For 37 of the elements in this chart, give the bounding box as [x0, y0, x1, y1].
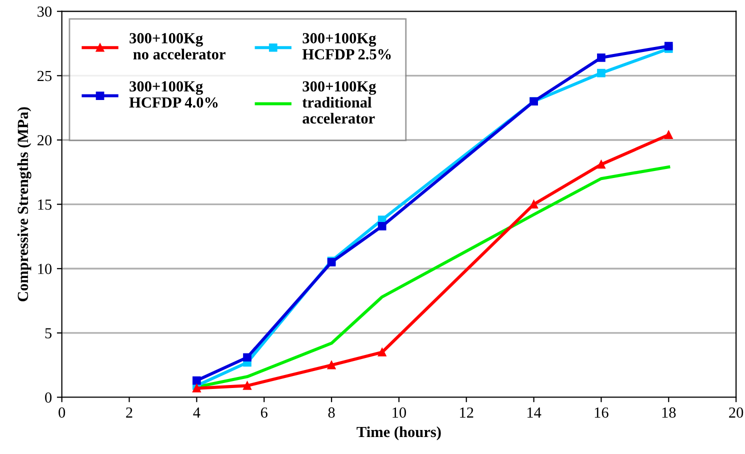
point — [243, 353, 252, 362]
point — [243, 382, 252, 390]
x-tick-label: 14 — [528, 407, 542, 418]
x-tick-label: 4 — [193, 408, 200, 418]
x-tick-label: 18 — [662, 407, 676, 418]
y-tick-label: 10 — [38, 264, 52, 274]
x-tick-label: 10 — [392, 407, 406, 418]
point — [597, 53, 606, 62]
y-tick-label: 30 — [38, 6, 52, 17]
x-tick-label: 12 — [460, 407, 474, 418]
point — [378, 348, 386, 356]
point — [597, 160, 606, 169]
point — [530, 200, 538, 208]
legend-label: 300+100Kg HCFDP 4.0% — [129, 81, 218, 108]
x-tick-label: 6 — [260, 407, 268, 418]
legend-label: 300+100Kg traditional accelerator — [302, 81, 376, 124]
y-tick-label: 0 — [45, 392, 52, 403]
x-tick-label: 8 — [328, 407, 335, 418]
x-tick-label: 20 — [729, 407, 744, 418]
y-tick-label: 25 — [38, 70, 52, 82]
x-axis-title: Time (hours) — [356, 426, 441, 440]
y-tick-label: 20 — [38, 135, 52, 146]
x-tick-label: 16 — [594, 407, 608, 418]
point — [378, 222, 386, 230]
point — [597, 68, 606, 78]
point — [327, 360, 336, 370]
legend-label: 300+100Kg no accelerator — [130, 33, 226, 60]
y-tick-label: 15 — [38, 200, 52, 210]
point — [664, 42, 673, 50]
x-tick-label: 2 — [126, 407, 132, 418]
y-axis-title: Compressive Strengths (MPa) — [17, 107, 32, 302]
y-tick-label: 5 — [45, 328, 52, 338]
point — [192, 384, 201, 392]
point — [664, 130, 673, 140]
legend-label: 300+100Kg HCFDP 2.5% — [302, 33, 391, 60]
point — [192, 376, 201, 385]
x-tick-label: 0 — [58, 407, 66, 418]
